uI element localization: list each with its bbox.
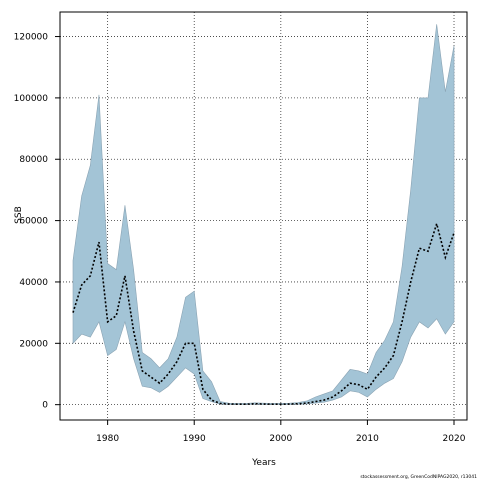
x-tick-label: 2000 <box>269 434 292 444</box>
y-tick-label: 0 <box>42 401 48 411</box>
y-tick-label: 80000 <box>19 155 48 165</box>
x-tick-label: 2020 <box>443 434 466 444</box>
x-tick-label: 2010 <box>356 434 379 444</box>
confidence-band <box>72 24 455 405</box>
y-tick-label: 40000 <box>19 278 48 288</box>
y-axis-title: SSB <box>14 206 24 224</box>
y-tick-label: 20000 <box>19 339 48 349</box>
y-tick-label: 60000 <box>19 217 48 227</box>
y-tick-label: 100000 <box>14 94 49 104</box>
credit-text: stockassessment.org, GreenCodNIPAG2020, … <box>360 474 477 480</box>
y-axis: 0 20000 40000 60000 80000 100000 120000 <box>14 33 60 411</box>
grid <box>60 12 467 420</box>
ssb-estimate-line <box>72 220 455 406</box>
x-axis: 1980 1990 2000 2010 2020 <box>96 420 466 444</box>
y-tick-label: 120000 <box>14 33 49 43</box>
x-tick-label: 1990 <box>183 434 206 444</box>
x-axis-title: Years <box>251 458 276 468</box>
x-tick-label: 1980 <box>96 434 119 444</box>
plot-frame <box>59 11 468 421</box>
